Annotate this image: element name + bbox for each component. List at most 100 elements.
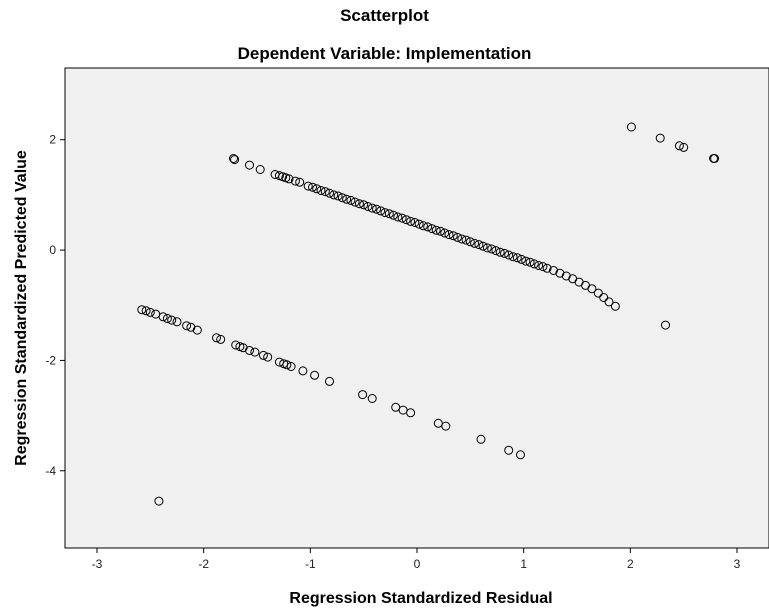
- data-point: [284, 174, 294, 184]
- data-point: [393, 212, 403, 222]
- data-point: [310, 370, 320, 380]
- data-point: [397, 213, 407, 223]
- data-point: [478, 241, 488, 251]
- data-point: [626, 122, 636, 132]
- x-tick-label: 3: [734, 557, 741, 571]
- data-point: [295, 177, 305, 187]
- data-point: [230, 155, 240, 165]
- data-point: [158, 312, 168, 322]
- data-point: [354, 199, 364, 209]
- x-tick-label: -1: [305, 557, 316, 571]
- data-point: [427, 224, 437, 234]
- y-tick-label: 2: [49, 133, 56, 147]
- data-point: [172, 317, 182, 327]
- data-point: [333, 191, 343, 201]
- chart-title: Scatterplot: [340, 6, 429, 25]
- data-point: [258, 350, 268, 360]
- data-point: [182, 321, 192, 331]
- data-point: [587, 284, 597, 294]
- data-point: [401, 215, 411, 225]
- data-point: [245, 346, 254, 355]
- x-tick-label: -3: [92, 557, 103, 571]
- data-point: [465, 237, 475, 247]
- data-point: [521, 256, 531, 266]
- data-point: [216, 334, 226, 344]
- data-point: [290, 176, 300, 186]
- y-tick-label: 0: [49, 243, 56, 257]
- data-point: [384, 209, 394, 219]
- data-point: [423, 222, 433, 232]
- x-tick-label: 0: [414, 557, 421, 571]
- data-point: [661, 320, 670, 330]
- data-point: [610, 301, 620, 311]
- data-point: [453, 232, 462, 242]
- axis-ticks: -3 -2 -1 0 1 2 3 2 0 -2 -4: [45, 133, 740, 571]
- data-point: [303, 181, 313, 191]
- data-point: [286, 362, 296, 371]
- data-point: [406, 216, 416, 226]
- x-tick-label: 2: [627, 557, 634, 571]
- data-point: [380, 208, 390, 218]
- data-point: [440, 228, 450, 238]
- data-point: [525, 257, 535, 267]
- data-point: [238, 343, 248, 353]
- data-point: [167, 315, 177, 325]
- data-point: [137, 305, 147, 315]
- data-point: [367, 203, 377, 213]
- data-point: [145, 307, 155, 317]
- plot-area: [64, 67, 769, 549]
- data-point: [186, 322, 196, 332]
- data-point: [229, 154, 238, 163]
- data-point: [604, 297, 614, 307]
- data-point: [561, 271, 571, 281]
- data-point: [431, 225, 441, 235]
- y-tick-label: -4: [45, 464, 56, 478]
- data-point: [593, 288, 603, 298]
- data-point: [389, 210, 398, 220]
- x-tick-label: 1: [520, 557, 527, 571]
- data-point: [655, 133, 665, 143]
- data-point: [325, 376, 334, 386]
- data-point: [320, 187, 330, 197]
- data-point: [325, 188, 334, 198]
- data-point: [508, 252, 518, 262]
- data-point: [529, 259, 539, 269]
- data-point: [516, 450, 525, 460]
- x-axis-label: Regression Standardized Residual: [289, 590, 552, 607]
- data-point: [308, 182, 317, 192]
- data-point: [538, 262, 548, 272]
- data-point: [457, 234, 467, 244]
- data-point: [461, 235, 471, 245]
- data-point: [141, 306, 151, 316]
- data-point: [441, 421, 451, 431]
- data-point: [474, 240, 484, 250]
- data-point: [534, 261, 544, 270]
- data-point: [512, 253, 522, 263]
- data-point: [436, 226, 445, 236]
- data-point: [414, 219, 424, 229]
- data-point: [337, 193, 347, 203]
- data-point: [316, 186, 326, 195]
- data-point: [359, 200, 369, 210]
- data-point: [350, 197, 360, 207]
- data-point: [476, 434, 486, 444]
- data-point: [154, 496, 164, 506]
- data-point: [491, 246, 501, 256]
- data-point: [482, 243, 492, 253]
- data-point: [372, 204, 381, 214]
- data-point: [358, 390, 368, 400]
- data-point: [312, 184, 322, 194]
- data-point: [212, 333, 221, 343]
- data-point: [555, 268, 565, 278]
- data-point: [448, 231, 458, 241]
- data-point: [192, 325, 202, 335]
- data-point: [363, 202, 373, 211]
- y-axis-label: Regression Standardized Predicted Value: [13, 150, 30, 466]
- data-point: [504, 445, 514, 455]
- data-point: [367, 394, 377, 403]
- data-point: [470, 238, 480, 248]
- data-point: [679, 142, 689, 152]
- x-tick-label: -2: [198, 557, 209, 571]
- data-point: [517, 254, 526, 264]
